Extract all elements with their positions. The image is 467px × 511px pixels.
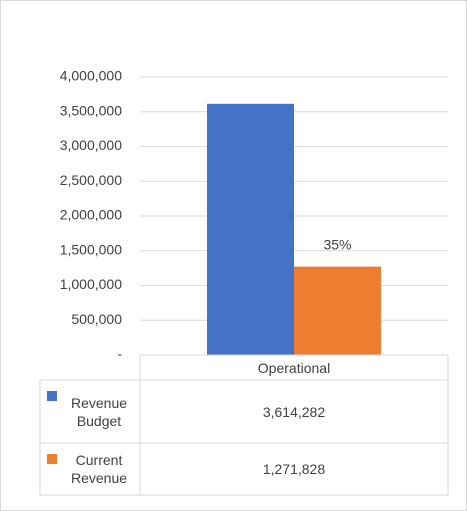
table-value: 1,271,828: [262, 461, 326, 477]
y-tick-label: 1,500,000: [60, 241, 122, 257]
data-label: 35%: [323, 236, 351, 252]
y-tick-label: -: [117, 346, 122, 362]
y-tick-label: 3,500,000: [60, 102, 122, 118]
y-tick-label: 4,000,000: [60, 68, 122, 84]
y-tick-label: 1,000,000: [60, 276, 122, 292]
legend-label: Current Revenue: [70, 452, 128, 486]
legend-key: [47, 391, 57, 401]
y-tick-label: 2,000,000: [60, 207, 122, 223]
y-tick-label: 500,000: [71, 311, 122, 327]
table-header: Operational: [257, 359, 331, 376]
y-tick-label: 3,000,000: [60, 137, 122, 153]
y-tick-label: 2,500,000: [60, 172, 122, 188]
table-value: 3,614,282: [262, 403, 326, 420]
bar: [294, 266, 381, 355]
legend-label: Revenue Budget: [70, 394, 128, 429]
legend-key: [47, 454, 57, 464]
bar: [207, 103, 294, 355]
